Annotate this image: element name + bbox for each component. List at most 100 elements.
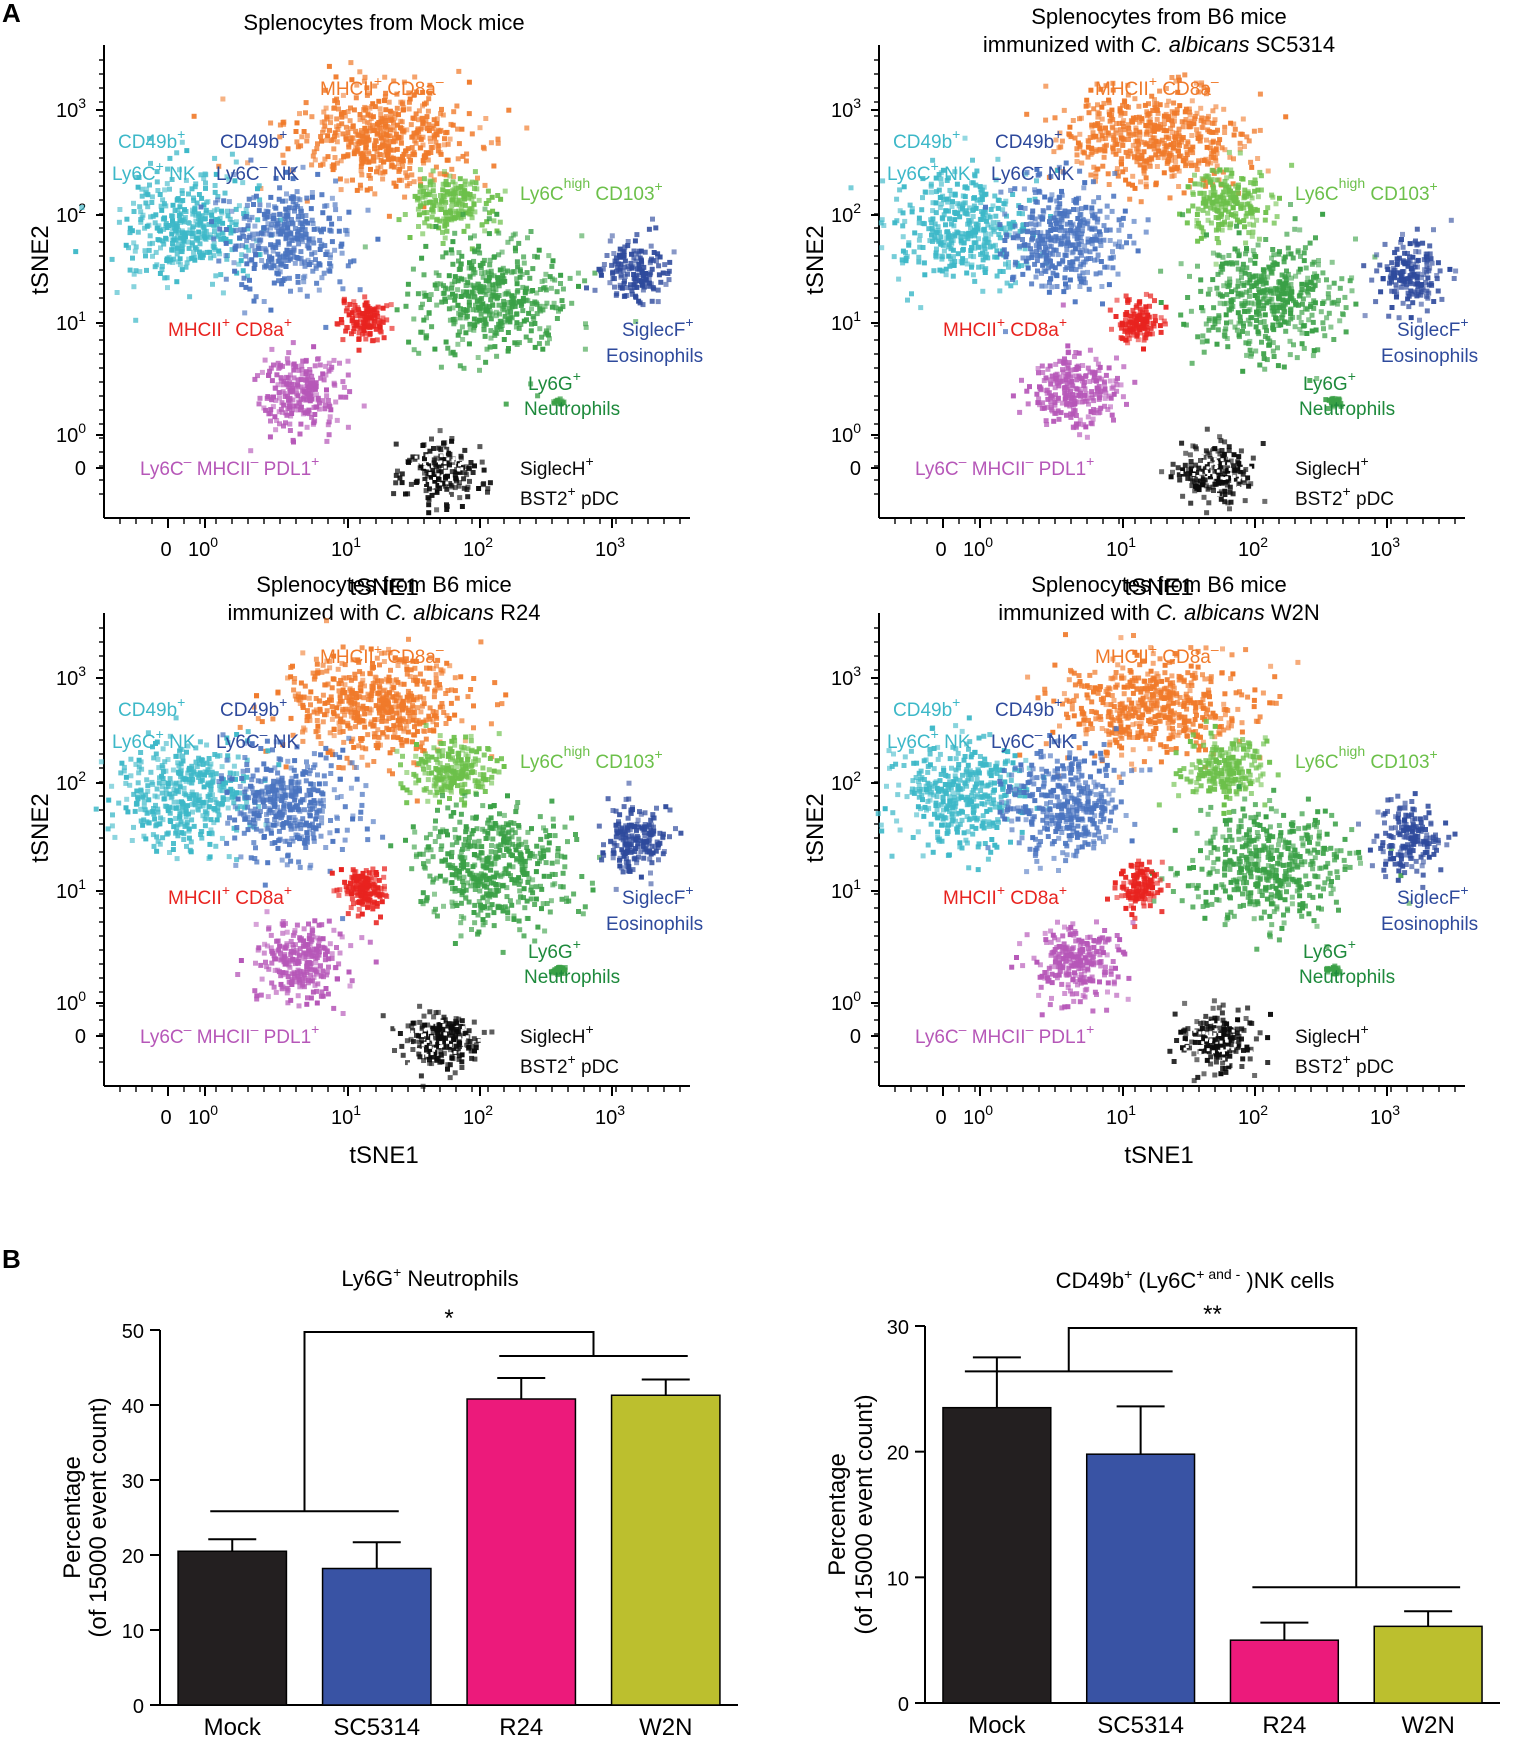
scatter-point — [1240, 261, 1246, 267]
scatter-point — [633, 278, 639, 284]
scatter-point — [273, 427, 279, 433]
scatter-point — [312, 418, 318, 424]
scatter-point — [133, 317, 139, 323]
scatter-point — [1281, 256, 1287, 262]
scatter-point — [220, 96, 226, 102]
scatter-point — [399, 471, 405, 477]
scatter-point — [275, 382, 281, 388]
scatter-point — [1237, 140, 1243, 146]
scatter-point — [1158, 300, 1164, 305]
scatter-point — [1228, 319, 1234, 325]
scatter-point — [164, 181, 170, 187]
scatter-point — [232, 268, 238, 274]
cluster-label-part: + — [585, 453, 593, 469]
scatter-point — [327, 255, 333, 261]
scatter-point — [576, 283, 581, 289]
scatter-point — [453, 208, 458, 214]
scatter-point — [1055, 167, 1061, 173]
scatter-point — [1118, 112, 1124, 118]
scatter-point — [404, 175, 410, 181]
label-cd49b-cyan: CD49b+ — [118, 126, 185, 153]
scatter-point — [1097, 125, 1103, 131]
scatter-point — [255, 217, 261, 223]
scatter-point — [1222, 328, 1228, 334]
scatter-point — [1249, 164, 1255, 170]
scatter-point — [420, 231, 426, 237]
scatter-point — [1016, 243, 1022, 249]
scatter-point — [962, 184, 968, 190]
scatter-point — [409, 145, 415, 151]
scatter-point — [277, 122, 283, 128]
scatter-point — [496, 283, 502, 289]
scatter-point — [133, 244, 139, 250]
scatter-point — [1290, 255, 1296, 261]
scatter-point — [1188, 160, 1194, 166]
scatter-point — [272, 414, 278, 420]
scatter-point — [337, 360, 342, 366]
scatter-point — [321, 119, 327, 125]
scatter-point — [394, 122, 400, 128]
scatter-point — [295, 407, 301, 413]
scatter-point — [981, 243, 987, 249]
scatter-point — [1139, 116, 1145, 122]
scatter-point — [1313, 235, 1318, 241]
scatter-point — [193, 181, 199, 187]
scatter-point — [236, 261, 242, 267]
scatter-point — [933, 200, 939, 206]
scatter-point — [1057, 205, 1063, 211]
scatter-point — [274, 372, 280, 378]
scatter-point — [514, 311, 520, 317]
scatter-point — [1188, 178, 1194, 183]
scatter-point — [1057, 227, 1063, 233]
scatter-point — [370, 101, 376, 107]
scatter-point — [191, 195, 196, 201]
scatter-point — [1054, 198, 1060, 204]
scatter-point — [433, 139, 439, 145]
scatter-point — [1273, 285, 1279, 291]
scatter-point — [534, 311, 540, 317]
scatter-point — [487, 210, 492, 216]
scatter-point — [233, 159, 239, 165]
scatter-point — [486, 216, 492, 222]
scatter-point — [1331, 280, 1337, 286]
scatter-point — [1082, 259, 1088, 265]
scatter-point — [1051, 215, 1057, 221]
scatter-point — [449, 166, 455, 172]
scatter-point — [335, 127, 341, 132]
scatter-point — [1118, 127, 1124, 133]
scatter-point — [1262, 217, 1268, 223]
scatter-point — [1158, 268, 1164, 274]
scatter-point — [425, 466, 429, 470]
scatter-point — [245, 160, 251, 166]
scatter-point — [453, 186, 459, 191]
scatter-point — [429, 125, 435, 131]
cluster-label-part: CD103 — [590, 184, 654, 205]
scatter-point — [1161, 155, 1167, 161]
scatter-point — [320, 210, 326, 216]
scatter-point — [1199, 124, 1205, 130]
scatter-point — [1276, 251, 1282, 257]
scatter-point — [1284, 231, 1290, 237]
scatter-point — [1022, 246, 1028, 252]
scatter-point — [878, 220, 884, 226]
scatter-point — [295, 279, 301, 285]
scatter-point — [327, 404, 333, 409]
scatter-point — [529, 301, 535, 306]
scatter-point — [1261, 273, 1267, 278]
scatter-point — [161, 226, 167, 232]
scatter-point — [421, 272, 427, 278]
scatter-point — [207, 232, 213, 238]
scatter-point — [1453, 268, 1459, 274]
scatter-point — [358, 168, 364, 174]
scatter-point — [1208, 205, 1214, 211]
scatter-point — [1157, 102, 1163, 108]
scatter-point — [1227, 154, 1233, 160]
scatter-point — [312, 412, 318, 417]
scatter-point — [911, 249, 917, 255]
scatter-point — [314, 226, 320, 232]
scatter-point — [508, 299, 514, 305]
scatter-point — [355, 139, 361, 145]
scatter-point — [1161, 170, 1167, 176]
scatter-point — [1048, 173, 1054, 179]
scatter-point — [461, 485, 467, 491]
